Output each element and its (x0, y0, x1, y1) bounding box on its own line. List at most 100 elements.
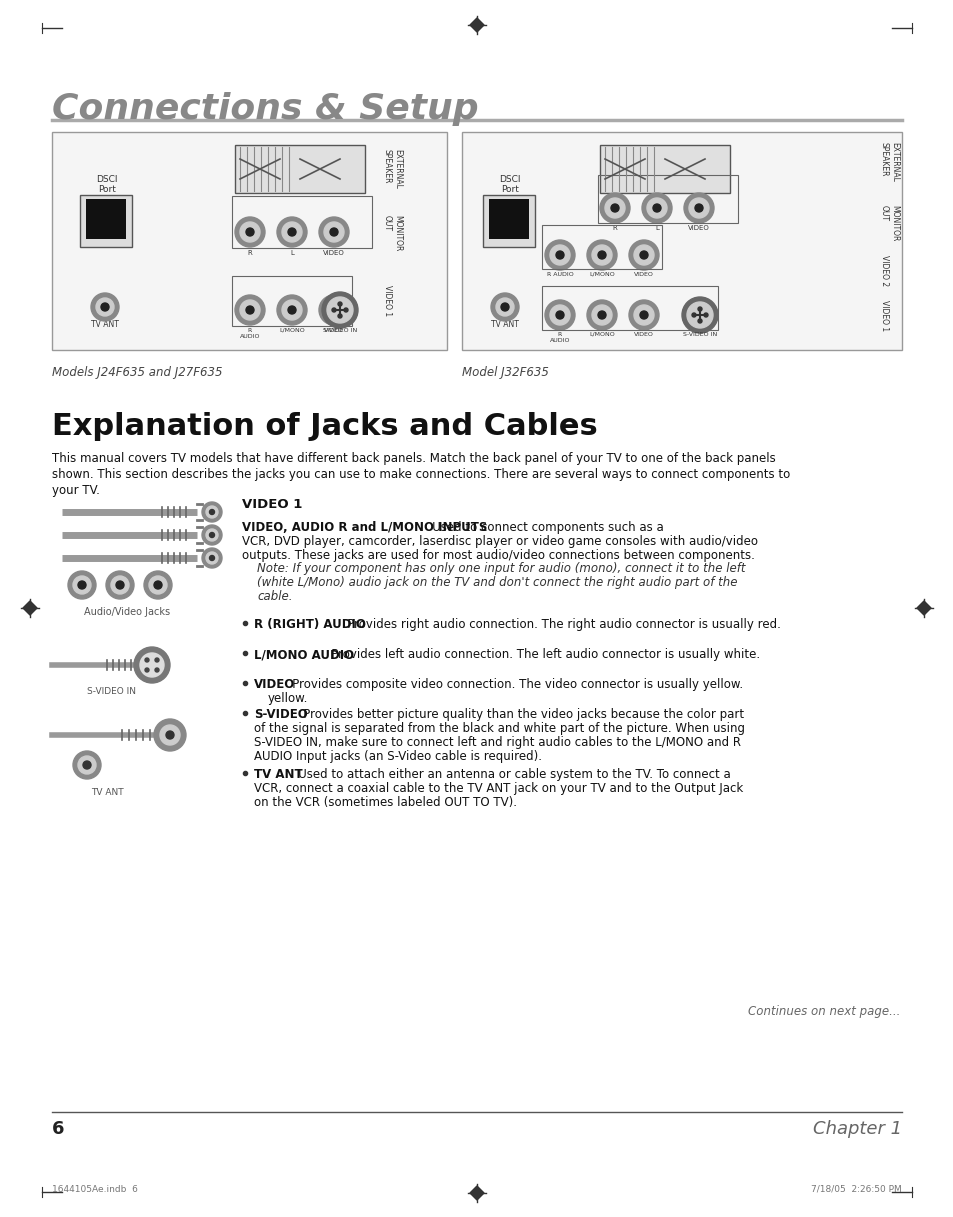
Circle shape (703, 313, 707, 316)
Text: VIDEO 2: VIDEO 2 (879, 256, 888, 286)
Text: R (RIGHT) AUDIO: R (RIGHT) AUDIO (253, 618, 366, 630)
Circle shape (599, 194, 629, 223)
Circle shape (206, 506, 218, 518)
Text: outputs. These jacks are used for most audio/video connections between component: outputs. These jacks are used for most a… (242, 549, 754, 562)
Circle shape (639, 312, 647, 319)
Circle shape (288, 228, 295, 236)
Text: Provides left audio connection. The left audio connector is usually white.: Provides left audio connection. The left… (319, 647, 760, 661)
Text: VIDEO 1: VIDEO 1 (382, 285, 392, 316)
Circle shape (550, 245, 569, 265)
Bar (541, 225, 661, 269)
Circle shape (246, 305, 253, 314)
Circle shape (240, 221, 260, 242)
Text: VCR, DVD player, camcorder, laserdisc player or video game consoles with audio/v: VCR, DVD player, camcorder, laserdisc pl… (242, 535, 758, 548)
Circle shape (324, 301, 344, 320)
Text: Audio/Video Jacks: Audio/Video Jacks (84, 607, 170, 617)
Text: Connections & Setup: Connections & Setup (52, 92, 478, 127)
Text: VIDEO: VIDEO (323, 249, 345, 256)
Circle shape (282, 221, 302, 242)
Text: VIDEO: VIDEO (253, 678, 294, 691)
Circle shape (586, 240, 617, 270)
Circle shape (153, 719, 186, 751)
Circle shape (556, 251, 563, 259)
Circle shape (73, 576, 91, 594)
Text: R
AUDIO: R AUDIO (239, 329, 260, 338)
Circle shape (145, 658, 149, 662)
Text: TV ANT: TV ANT (491, 320, 518, 329)
Text: Used to attach either an antenna or cable system to the TV. To connect a: Used to attach either an antenna or cabl… (287, 768, 730, 781)
Circle shape (202, 501, 222, 522)
Bar (86, 200, 126, 239)
Circle shape (154, 658, 159, 662)
Circle shape (634, 245, 654, 265)
Circle shape (101, 303, 109, 312)
Text: shown. This section describes the jacks you can use to make connections. There a: shown. This section describes the jacks … (52, 469, 789, 481)
Circle shape (330, 228, 337, 236)
Circle shape (556, 312, 563, 319)
Circle shape (322, 292, 357, 329)
Circle shape (500, 303, 509, 312)
Text: Models J24F635 and J27F635: Models J24F635 and J27F635 (52, 366, 222, 378)
Circle shape (210, 533, 214, 538)
Polygon shape (470, 1187, 483, 1200)
Text: yellow.: yellow. (268, 692, 308, 705)
Circle shape (691, 313, 696, 316)
Text: VIDEO, AUDIO R and L/MONO INPUTS: VIDEO, AUDIO R and L/MONO INPUTS (242, 521, 487, 534)
Bar (461, 131, 901, 350)
Text: This manual covers TV models that have different back panels. Match the back pan: This manual covers TV models that have d… (52, 452, 775, 465)
Text: VIDEO: VIDEO (687, 225, 709, 231)
Circle shape (145, 668, 149, 672)
Text: of the signal is separated from the black and white part of the picture. When us: of the signal is separated from the blac… (253, 722, 744, 735)
Circle shape (288, 305, 295, 314)
Text: L/MONO: L/MONO (279, 329, 305, 333)
Text: Chapter 1: Chapter 1 (812, 1120, 901, 1138)
Circle shape (324, 221, 344, 242)
Circle shape (586, 301, 617, 330)
Text: R AUDIO: R AUDIO (546, 273, 573, 277)
Circle shape (91, 293, 119, 321)
Text: VIDEO: VIDEO (634, 273, 653, 277)
Circle shape (240, 301, 260, 320)
Text: VCR, connect a coaxial cable to the TV ANT jack on your TV and to the Output Jac: VCR, connect a coaxial cable to the TV A… (253, 783, 742, 795)
Circle shape (210, 555, 214, 561)
Text: Note: If your component has only one input for audio (mono), connect it to the l: Note: If your component has only one inp… (256, 562, 744, 574)
Text: S-VIDEO IN: S-VIDEO IN (682, 332, 717, 337)
Circle shape (550, 305, 569, 325)
Text: Model J32F635: Model J32F635 (461, 366, 548, 378)
Circle shape (604, 198, 624, 218)
Circle shape (688, 198, 708, 218)
Text: your TV.: your TV. (52, 484, 100, 497)
Circle shape (140, 654, 164, 677)
Polygon shape (470, 18, 483, 32)
Text: VIDEO 1: VIDEO 1 (242, 498, 302, 511)
Text: VIDEO 1: VIDEO 1 (879, 301, 888, 331)
Circle shape (106, 571, 133, 599)
Circle shape (78, 756, 96, 774)
Text: MONITOR
OUT: MONITOR OUT (382, 215, 402, 252)
Circle shape (544, 301, 575, 330)
Text: TV ANT: TV ANT (91, 320, 119, 329)
Bar (489, 200, 529, 239)
Bar (541, 286, 718, 330)
Text: S-VIDEO: S-VIDEO (253, 708, 308, 720)
Circle shape (318, 217, 349, 247)
Circle shape (111, 576, 129, 594)
Circle shape (332, 308, 335, 312)
Circle shape (683, 194, 713, 223)
Circle shape (652, 204, 660, 212)
Circle shape (206, 553, 218, 563)
Polygon shape (23, 601, 37, 615)
Circle shape (318, 295, 349, 325)
Text: Provides right audio connection. The right audio connector is usually red.: Provides right audio connection. The rig… (336, 618, 781, 630)
Circle shape (96, 298, 113, 316)
Text: R: R (248, 249, 253, 256)
Circle shape (153, 581, 162, 589)
Circle shape (144, 571, 172, 599)
Circle shape (246, 228, 253, 236)
Circle shape (234, 217, 265, 247)
Bar (232, 276, 352, 326)
Circle shape (116, 581, 124, 589)
Circle shape (598, 251, 605, 259)
Text: L/MONO AUDIO: L/MONO AUDIO (253, 647, 354, 661)
Bar (482, 195, 535, 247)
